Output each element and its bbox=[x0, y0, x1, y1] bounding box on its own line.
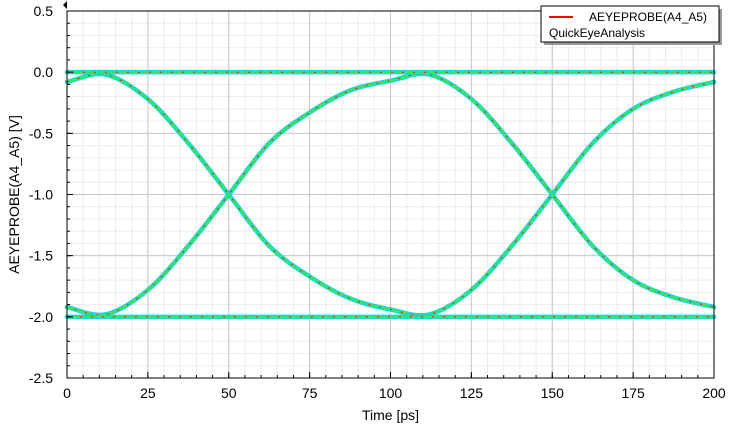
y-tick-label: -2.0 bbox=[29, 309, 53, 325]
y-tick-labels: 0.5 0.0 -0.5 -1.0 -1.5 -2.0 -2.5 bbox=[29, 3, 53, 386]
legend[interactable]: AEYEPROBE(A4_A5) QuickEyeAnalysis bbox=[540, 5, 722, 45]
series-layer bbox=[64, 69, 717, 320]
y-tick-label: -1.5 bbox=[29, 248, 53, 264]
y-tick-label: -2.5 bbox=[29, 370, 53, 386]
legend-subtitle: QuickEyeAnalysis bbox=[549, 26, 645, 40]
x-tick-label: 175 bbox=[621, 385, 645, 401]
x-axis-title: Time [ps] bbox=[362, 407, 419, 423]
x-tick-label: 100 bbox=[379, 385, 403, 401]
y-tick-label: -1.0 bbox=[29, 187, 53, 203]
ticks-layer bbox=[66, 10, 715, 379]
axis-arrow-icon bbox=[63, 1, 67, 9]
x-tick-label: 25 bbox=[140, 385, 156, 401]
x-tick-label: 150 bbox=[541, 385, 565, 401]
y-tick-label: -0.5 bbox=[29, 125, 53, 141]
legend-box bbox=[540, 5, 720, 43]
x-tick-label: 125 bbox=[460, 385, 484, 401]
x-tick-label: 0 bbox=[63, 385, 71, 401]
series-overlay bbox=[66, 73, 715, 316]
y-tick-label: 0.5 bbox=[34, 3, 54, 19]
y-tick-label: 0.0 bbox=[34, 64, 54, 80]
x-tick-labels: 0 25 50 75 100 125 150 175 200 bbox=[63, 385, 726, 401]
x-tick-label: 50 bbox=[221, 385, 237, 401]
y-axis-title: AEYEPROBE(A4_A5) [V] bbox=[6, 115, 22, 274]
x-tick-label: 200 bbox=[702, 385, 726, 401]
x-tick-label: 75 bbox=[302, 385, 318, 401]
series-red-trace bbox=[66, 73, 715, 316]
legend-entry-label: AEYEPROBE(A4_A5) bbox=[589, 10, 707, 24]
